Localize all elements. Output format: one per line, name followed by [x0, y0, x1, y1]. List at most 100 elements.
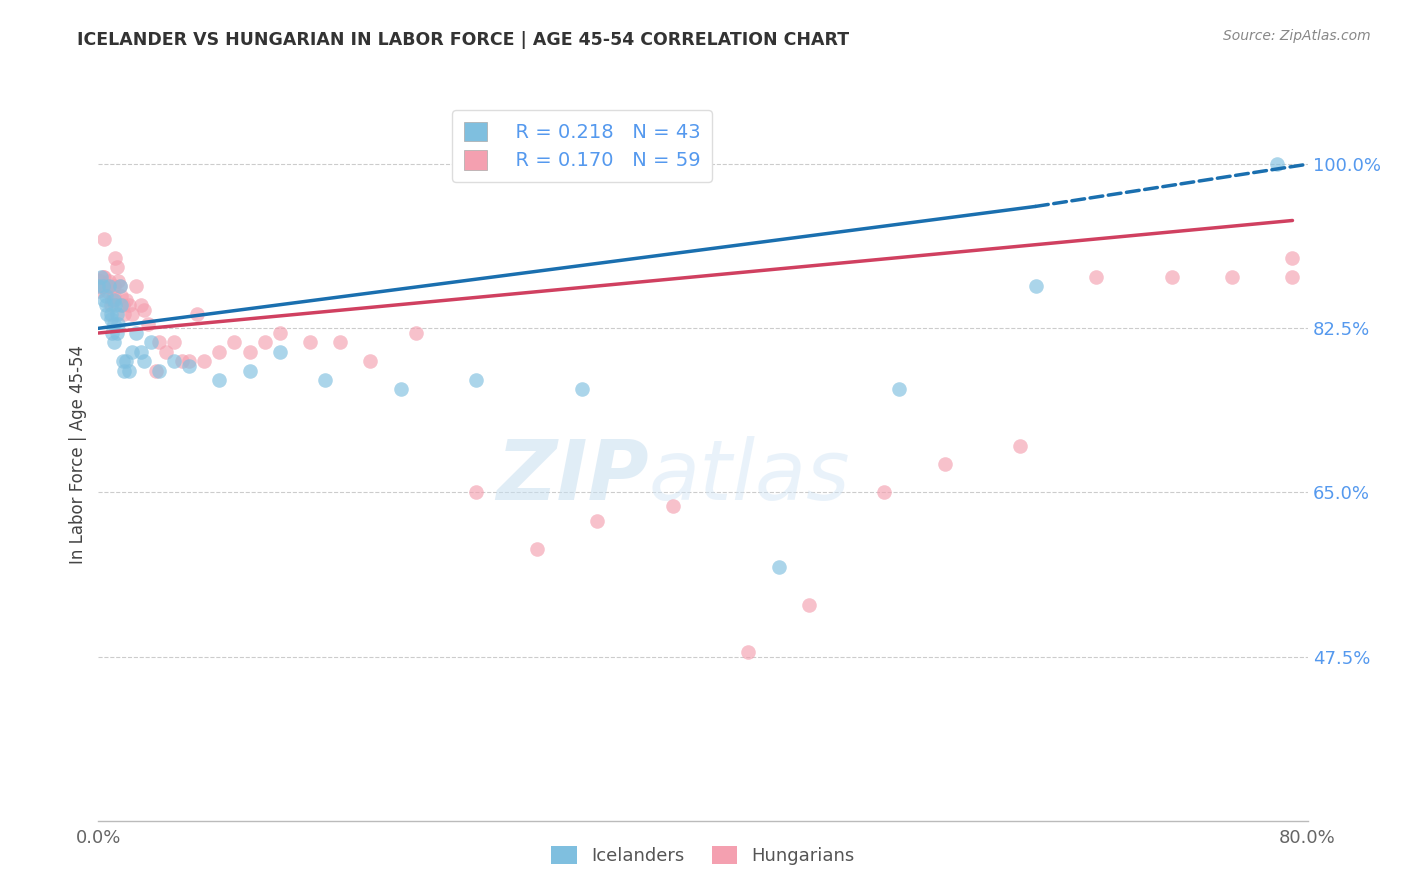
Point: [526, 541, 548, 556]
Point: [108, 279, 131, 293]
Point: [253, 335, 276, 350]
Point: [112, 363, 135, 377]
Point: [148, 363, 170, 377]
Point: [1281, 269, 1303, 284]
Text: Source: ZipAtlas.com: Source: ZipAtlas.com: [1223, 29, 1371, 43]
Point: [100, 312, 122, 326]
Point: [104, 251, 127, 265]
Point: [103, 279, 125, 293]
Point: [104, 298, 127, 312]
Point: [193, 354, 215, 368]
Legend: Icelanders, Hungarians: Icelanders, Hungarians: [544, 839, 862, 872]
Point: [797, 598, 820, 612]
Point: [121, 307, 143, 321]
Point: [96, 307, 118, 321]
Y-axis label: In Labor Force | Age 45-54: In Labor Force | Age 45-54: [69, 345, 87, 565]
Point: [98, 279, 121, 293]
Point: [105, 307, 128, 321]
Point: [111, 298, 134, 312]
Legend:   R = 0.218   N = 43,   R = 0.170   N = 59: R = 0.218 N = 43, R = 0.170 N = 59: [453, 110, 711, 182]
Point: [889, 382, 911, 396]
Point: [114, 354, 136, 368]
Point: [101, 326, 124, 340]
Point: [163, 335, 186, 350]
Point: [1160, 269, 1182, 284]
Point: [145, 363, 167, 377]
Text: atlas: atlas: [648, 436, 851, 517]
Point: [148, 335, 170, 350]
Point: [768, 560, 790, 574]
Point: [1220, 269, 1243, 284]
Point: [90, 269, 112, 284]
Point: [179, 354, 201, 368]
Point: [141, 335, 163, 350]
Point: [224, 335, 246, 350]
Point: [118, 298, 141, 312]
Point: [586, 514, 609, 528]
Point: [389, 382, 412, 396]
Point: [93, 293, 115, 308]
Point: [96, 284, 118, 298]
Point: [111, 354, 134, 368]
Point: [129, 298, 152, 312]
Point: [114, 293, 136, 308]
Point: [132, 354, 155, 368]
Point: [93, 232, 115, 246]
Point: [405, 326, 427, 340]
Point: [121, 344, 143, 359]
Point: [934, 458, 956, 472]
Point: [101, 293, 124, 308]
Point: [314, 373, 336, 387]
Point: [239, 363, 262, 377]
Point: [98, 275, 121, 289]
Point: [1024, 279, 1046, 293]
Point: [129, 344, 152, 359]
Point: [299, 335, 322, 350]
Point: [90, 279, 112, 293]
Point: [737, 645, 759, 659]
Point: [329, 335, 352, 350]
Point: [112, 307, 135, 321]
Point: [100, 298, 122, 312]
Point: [155, 344, 177, 359]
Point: [465, 373, 488, 387]
Point: [179, 359, 201, 373]
Point: [110, 288, 132, 302]
Point: [110, 298, 132, 312]
Point: [87, 279, 110, 293]
Point: [136, 317, 159, 331]
Point: [163, 354, 186, 368]
Text: ICELANDER VS HUNGARIAN IN LABOR FORCE | AGE 45-54 CORRELATION CHART: ICELANDER VS HUNGARIAN IN LABOR FORCE | …: [77, 31, 849, 49]
Point: [96, 279, 118, 293]
Point: [103, 317, 125, 331]
Point: [105, 260, 128, 275]
Point: [132, 302, 155, 317]
Point: [465, 485, 488, 500]
Point: [91, 269, 114, 284]
Point: [89, 275, 111, 289]
Point: [94, 288, 117, 302]
Point: [87, 284, 110, 298]
Point: [1267, 157, 1289, 171]
Point: [1085, 269, 1108, 284]
Point: [108, 279, 131, 293]
Text: ZIP: ZIP: [496, 436, 648, 517]
Point: [239, 344, 262, 359]
Point: [360, 354, 382, 368]
Point: [105, 326, 128, 340]
Point: [100, 307, 122, 321]
Point: [125, 326, 148, 340]
Point: [118, 363, 141, 377]
Point: [1281, 251, 1303, 265]
Point: [103, 335, 125, 350]
Point: [661, 500, 683, 514]
Point: [103, 293, 125, 308]
Point: [93, 269, 115, 284]
Point: [103, 288, 125, 302]
Point: [873, 485, 896, 500]
Point: [269, 326, 291, 340]
Point: [186, 307, 208, 321]
Point: [94, 298, 117, 312]
Point: [125, 279, 148, 293]
Point: [208, 373, 231, 387]
